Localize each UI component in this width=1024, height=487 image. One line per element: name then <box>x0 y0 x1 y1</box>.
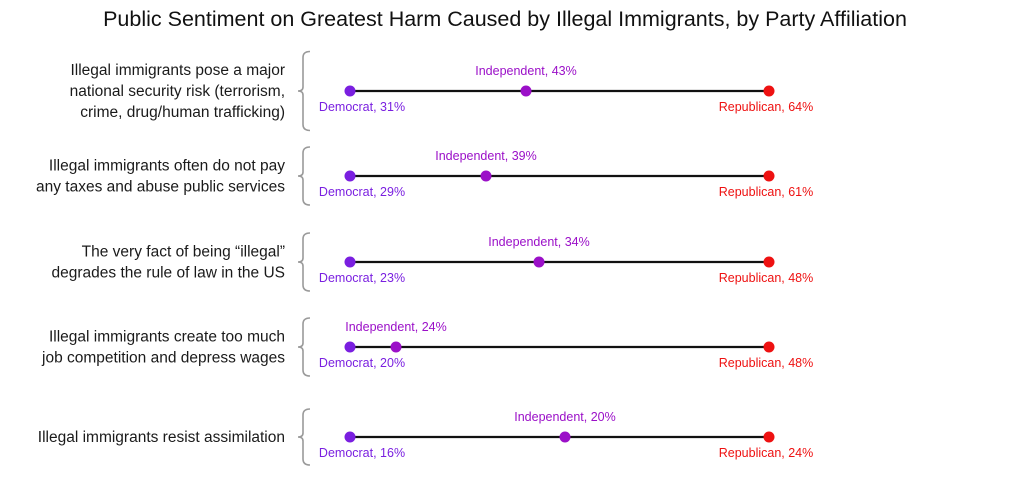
brace-icon <box>297 317 311 377</box>
democrat-value-label: Democrat, 31% <box>319 100 405 114</box>
category-label-line: Illegal immigrants pose a major <box>70 62 285 79</box>
democrat-point <box>344 256 356 268</box>
republican-value-label: Republican, 61% <box>719 185 814 199</box>
independent-point <box>559 431 571 443</box>
democrat-value-label: Democrat, 23% <box>319 271 405 285</box>
independent-point <box>533 256 545 268</box>
democrat-value-label: Democrat, 20% <box>319 356 405 370</box>
independent-value-label: Independent, 39% <box>435 149 536 163</box>
independent-point <box>390 341 402 353</box>
brace-icon <box>297 232 311 292</box>
category-label-line: crime, drug/human trafficking) <box>80 104 285 121</box>
democrat-point <box>344 341 356 353</box>
republican-value-label: Republican, 24% <box>719 446 814 460</box>
category-label-line: degrades the rule of law in the US <box>52 265 286 282</box>
brace-icon <box>297 146 311 206</box>
brace-icon <box>297 50 311 132</box>
category-label-line: job competition and depress wages <box>41 350 285 367</box>
democrat-value-label: Democrat, 29% <box>319 185 405 199</box>
independent-value-label: Independent, 34% <box>488 235 589 249</box>
democrat-point <box>344 431 356 443</box>
chart-row: The very fact of being “illegal” degrades… <box>52 232 814 292</box>
republican-value-label: Republican, 64% <box>719 100 814 114</box>
republican-point <box>763 170 775 182</box>
category-label-line: national security risk (terrorism, <box>70 83 285 100</box>
independent-value-label: Independent, 24% <box>345 320 446 334</box>
chart-row: Illegal immigrants pose a major national … <box>70 50 814 132</box>
chart-rows: Illegal immigrants pose a major national … <box>36 50 814 466</box>
chart-row: Illegal immigrants create too much job co… <box>41 317 814 377</box>
republican-point <box>763 341 775 353</box>
democrat-point <box>344 170 356 182</box>
republican-point <box>763 256 775 268</box>
category-label-line: Illegal immigrants create too much <box>49 329 285 346</box>
chart-title: Public Sentiment on Greatest Harm Caused… <box>103 7 907 31</box>
democrat-value-label: Democrat, 16% <box>319 446 405 460</box>
republican-value-label: Republican, 48% <box>719 271 814 285</box>
independent-point <box>480 170 492 182</box>
republican-point <box>763 431 775 443</box>
democrat-point <box>344 85 356 97</box>
chart-row: Illegal immigrants resist assimilation De… <box>38 408 814 466</box>
republican-value-label: Republican, 48% <box>719 356 814 370</box>
brace-icon <box>297 408 311 466</box>
chart-row: Illegal immigrants often do not pay any t… <box>36 146 814 206</box>
independent-value-label: Independent, 20% <box>514 410 615 424</box>
category-label-line: Illegal immigrants often do not pay <box>49 158 285 175</box>
category-label-line: any taxes and abuse public services <box>36 179 285 196</box>
independent-value-label: Independent, 43% <box>475 64 576 78</box>
category-label-line: Illegal immigrants resist assimilation <box>38 429 285 446</box>
independent-point <box>520 85 532 97</box>
republican-point <box>763 85 775 97</box>
category-label-line: The very fact of being “illegal” <box>82 244 285 261</box>
